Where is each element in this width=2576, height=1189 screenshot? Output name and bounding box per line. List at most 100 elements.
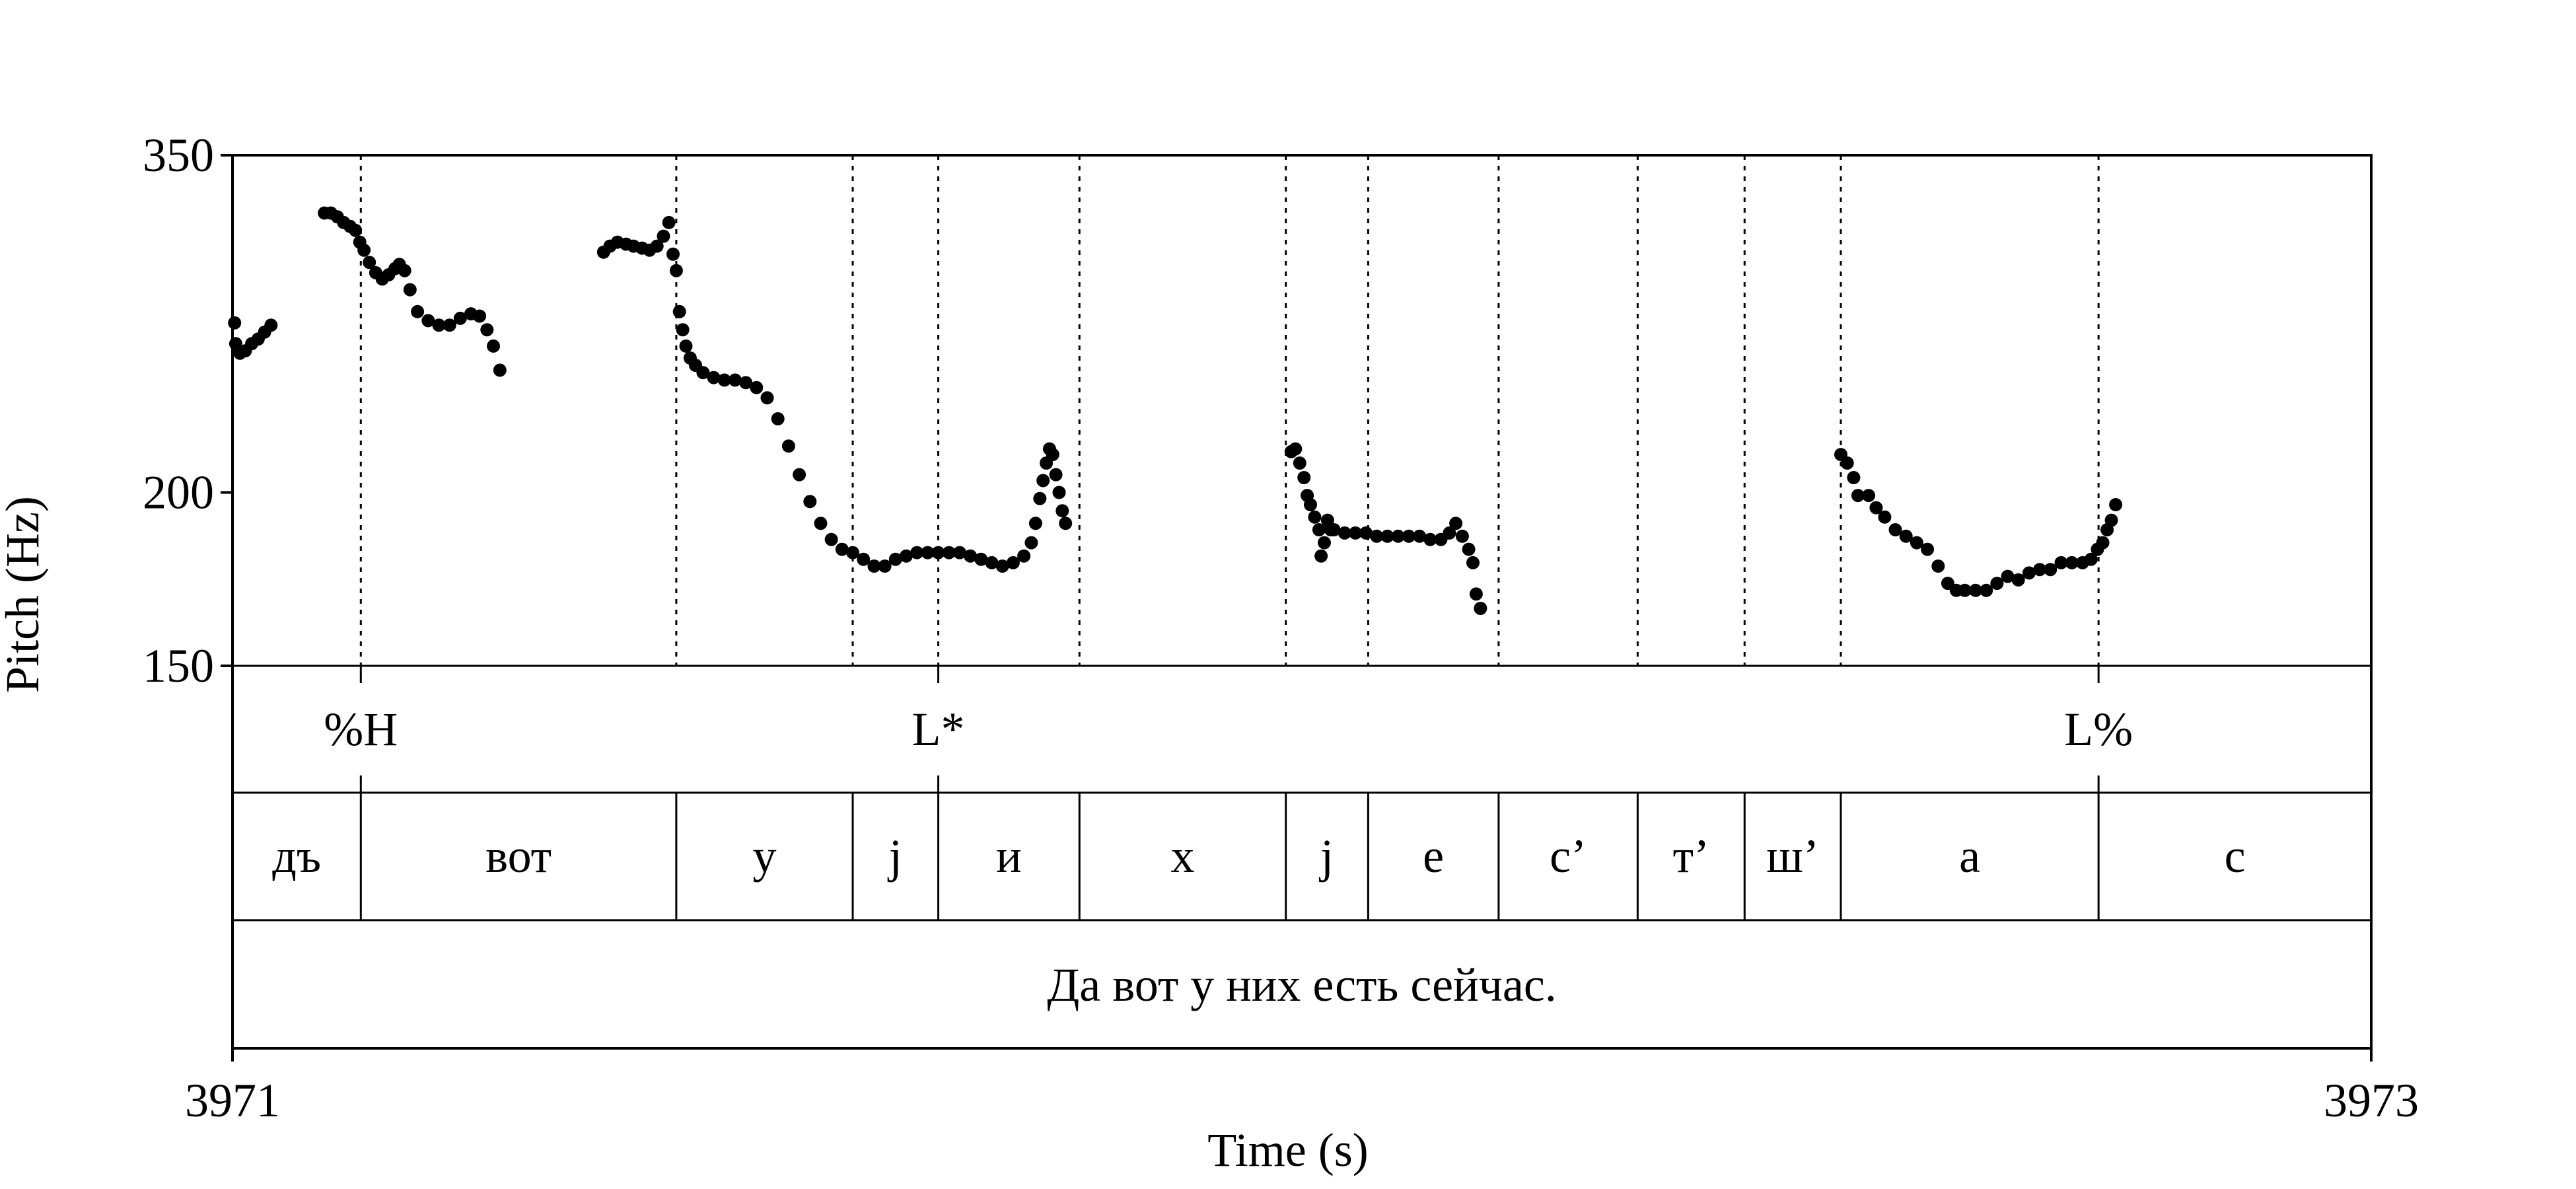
pitch-point [1469, 587, 1483, 601]
pitch-point [760, 391, 774, 405]
pitch-point [1293, 456, 1306, 470]
pitch-point [781, 439, 795, 453]
pitch-point [857, 552, 871, 566]
pitch-point [867, 559, 881, 573]
pitch-point [717, 373, 731, 387]
x-axis-label: Time (s) [1207, 1124, 1368, 1176]
pitch-point [1036, 474, 1050, 487]
pitch-point [666, 247, 680, 261]
pitch-point [2054, 556, 2068, 569]
pitch-point [1462, 542, 1476, 556]
segment-label: и [996, 830, 1022, 883]
pitch-point [1869, 501, 1883, 515]
pitch-point [679, 339, 693, 353]
tone-label: %H [324, 703, 398, 756]
boundary-guides [359, 155, 2100, 666]
pitch-point [985, 556, 999, 569]
y-tick-label: 350 [143, 129, 214, 182]
pitch-point [1017, 549, 1031, 563]
y-tick-label: 200 [143, 466, 214, 519]
pitch-point [1033, 491, 1047, 505]
segment-label: х [1170, 830, 1194, 883]
pitch-point [676, 323, 690, 337]
pitch-point [1308, 510, 1322, 524]
segment-label: j [1318, 830, 1334, 883]
pitch-point [1370, 529, 1384, 543]
pitch-point [1349, 526, 1362, 540]
segment-label: j [887, 830, 902, 883]
segment-label: дъ [272, 830, 321, 883]
pitch-point [1028, 517, 1042, 530]
pitch-point [1931, 559, 1945, 573]
pitch-point [1466, 556, 1480, 569]
pitch-point [1327, 523, 1341, 536]
pitch-point [1910, 536, 1923, 550]
pitch-point [1314, 549, 1328, 563]
plot-frame [231, 154, 2373, 1050]
pitch-point [1455, 529, 1469, 543]
tone-label: L* [912, 703, 965, 756]
pitch-point [2084, 552, 2098, 566]
pitch-point [952, 546, 966, 559]
pitch-point [910, 546, 924, 559]
pitch-point [264, 318, 278, 332]
pitch-point [878, 559, 892, 573]
pitch-point [803, 495, 817, 509]
pitch-point [750, 380, 764, 394]
pitch-point [2096, 536, 2110, 550]
pitch-point [1289, 442, 1303, 456]
pitch-point [443, 318, 456, 332]
pitch-point [2011, 573, 2025, 587]
pitch-point [1049, 468, 1063, 482]
pitch-point [942, 546, 956, 559]
pitch-point [1052, 486, 1066, 499]
y-axis-ticks: 150 200 350 [143, 129, 233, 692]
pitch-point [487, 339, 500, 353]
pitch-point [707, 371, 721, 384]
pitch-point [657, 229, 670, 243]
pitch-point [1423, 532, 1437, 546]
pitch-point [793, 468, 806, 482]
pitch-point [1969, 583, 1982, 597]
pitch-point [1840, 456, 1854, 470]
pitch-point [995, 559, 1009, 573]
pitch-point [453, 311, 467, 325]
pitch-point [739, 376, 753, 390]
pitch-point [1059, 517, 1073, 530]
pitch-point [2001, 569, 2015, 583]
pitch-point [696, 366, 710, 380]
pitch-point [480, 323, 494, 337]
pitch-point [1318, 536, 1331, 550]
x-tick-label: 3973 [2324, 1074, 2419, 1127]
segment-label: вот [485, 830, 552, 883]
pitch-point [900, 549, 913, 563]
x-tick-label: 3971 [185, 1074, 280, 1127]
pitch-point [228, 316, 242, 330]
pitch-point [728, 373, 742, 387]
pitch-point [669, 264, 683, 277]
pitch-point [650, 239, 664, 253]
pitch-point [411, 305, 425, 318]
pitch-point [1851, 489, 1865, 503]
pitch-point [1888, 523, 1902, 536]
segment-label: с [2225, 830, 2246, 883]
pitch-point [2104, 513, 2118, 527]
pitch-point [1312, 523, 1326, 536]
pitch-point [1990, 577, 2004, 591]
pitch-point [814, 517, 828, 530]
pitch-point [2033, 563, 2047, 577]
pitch-point [1921, 542, 1935, 556]
pitch-point [964, 549, 978, 563]
pitch-point [1878, 510, 1892, 524]
pitch-point [1899, 529, 1913, 543]
segment-label: е [1423, 830, 1444, 883]
segment-label: с’ [1550, 830, 1587, 883]
pitch-point [1413, 529, 1427, 543]
pitch-point [846, 546, 859, 559]
x-axis-ticks: 3971 3973 [185, 1048, 2419, 1127]
pitch-point [1443, 526, 1456, 540]
pitch-point [432, 318, 446, 332]
sentence-label: Да вот у них есть сейчас. [1047, 958, 1557, 1011]
pitch-point [771, 412, 785, 425]
